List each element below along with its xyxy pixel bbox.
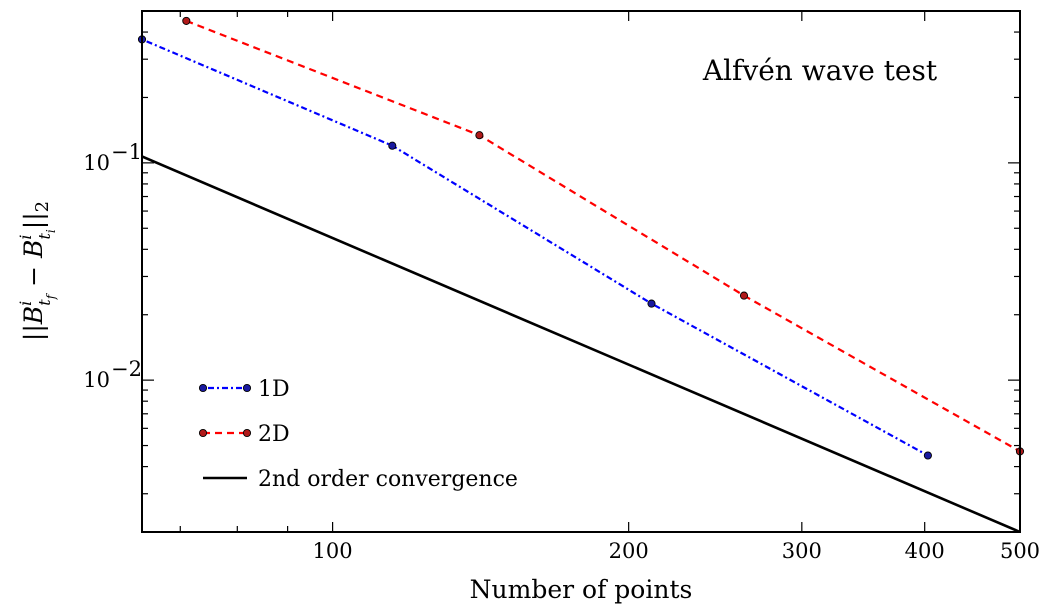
y-tick-label: 10	[83, 368, 110, 392]
x-tick-label: 300	[782, 539, 822, 563]
data-point-1-0	[182, 16, 191, 25]
series-line-0	[142, 38, 929, 457]
x-tick-label: 200	[609, 539, 649, 563]
plot-area	[137, 16, 1025, 532]
x-tick-label: 100	[313, 539, 353, 563]
y-tick-exponent: −1	[111, 140, 142, 164]
series-line-2	[142, 155, 1020, 532]
data-point-0-3	[923, 451, 932, 460]
legend-marker	[198, 428, 208, 438]
x-axis-label: Number of points	[470, 575, 693, 604]
legend-label-1: 2D	[258, 422, 290, 447]
y-axis-label: ||Bitf − Biti||2	[16, 201, 58, 341]
legend-marker	[242, 383, 252, 393]
legend-label-2: 2nd order convergence	[258, 467, 518, 492]
data-point-1-2	[739, 291, 749, 300]
annotation-title: Alfvén wave test	[702, 54, 938, 87]
series-group	[142, 19, 1020, 532]
legend-marker	[242, 428, 252, 438]
legend-label-0: 1D	[258, 377, 290, 402]
legend: 1D 2D 2nd order convergence	[198, 377, 518, 492]
legend-marker	[198, 383, 208, 393]
y-tick-label: 10	[83, 151, 110, 175]
y-tick-exponent: −2	[111, 357, 142, 381]
plot-frame	[141, 10, 1021, 533]
x-tick-label: 400	[905, 539, 945, 563]
x-tick-label: 500	[1000, 539, 1040, 563]
data-point-0-1	[388, 141, 397, 150]
data-point-0-2	[647, 299, 656, 308]
series-line-1	[185, 19, 1020, 453]
svg-text:||Bitf − Biti||2: ||Bitf − Biti||2	[16, 201, 58, 341]
data-point-1-1	[475, 131, 484, 140]
